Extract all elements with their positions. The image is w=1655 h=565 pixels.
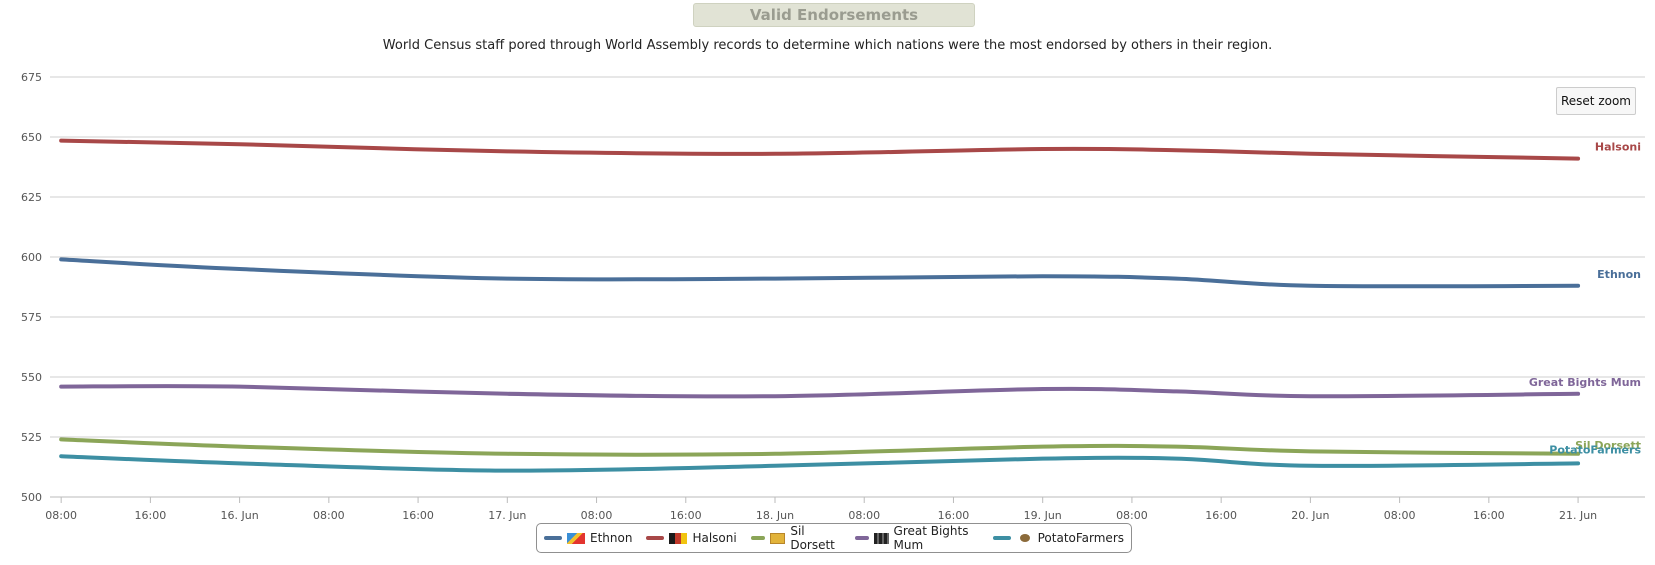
x-tick-label: 08:00 xyxy=(45,509,77,522)
flag-icon xyxy=(874,532,889,544)
legend-label: Halsoni xyxy=(692,531,737,545)
x-tick-label: 19. Jun xyxy=(1024,509,1062,522)
flag-icon xyxy=(1019,534,1030,542)
series-end-label: PotatoFarmers xyxy=(1549,443,1641,456)
legend-item-halsoni[interactable]: Halsoni xyxy=(646,531,737,545)
series-end-label: Ethnon xyxy=(1597,268,1641,281)
x-tick-label: 08:00 xyxy=(1116,509,1148,522)
series-line-ethnon[interactable] xyxy=(59,257,1581,289)
legend-label: PotatoFarmers xyxy=(1037,531,1124,545)
chart-title: Valid Endorsements xyxy=(693,3,975,27)
legend-label: Sil Dorsett xyxy=(790,524,835,552)
x-tick-label: 21. Jun xyxy=(1559,509,1597,522)
x-tick-label: 17. Jun xyxy=(488,509,526,522)
legend-item-ethnon[interactable]: Ethnon xyxy=(544,531,632,545)
flag-icon xyxy=(770,532,786,544)
legend-label: Great Bights Mum xyxy=(893,524,969,552)
x-tick-label: 16:00 xyxy=(938,509,970,522)
x-tick-label: 16:00 xyxy=(402,509,434,522)
x-tick-label: 16:00 xyxy=(1473,509,1505,522)
legend-item-sil-dorsett[interactable]: Sil Dorsett xyxy=(750,524,842,552)
series-end-label: Halsoni xyxy=(1595,141,1641,154)
series-line-halsoni[interactable] xyxy=(59,138,1581,161)
x-tick-label: 16. Jun xyxy=(221,509,259,522)
legend-line-swatch xyxy=(992,536,1011,540)
x-tick-label: 16:00 xyxy=(135,509,167,522)
legend-line-swatch xyxy=(855,536,870,540)
flag-icon xyxy=(567,532,585,544)
series-end-label: Great Bights Mum xyxy=(1529,376,1641,389)
x-tick-label: 16:00 xyxy=(1205,509,1237,522)
x-tick-label: 16:00 xyxy=(670,509,702,522)
flag-icon xyxy=(669,532,688,544)
y-tick-label: 650 xyxy=(21,131,42,144)
legend-line-swatch xyxy=(750,536,766,540)
y-tick-label: 525 xyxy=(21,431,42,444)
y-tick-label: 550 xyxy=(21,371,42,384)
x-tick-label: 18. Jun xyxy=(756,509,794,522)
series-line-sil-dorsett[interactable] xyxy=(59,437,1581,457)
series-line-potatofarmers[interactable] xyxy=(59,454,1581,473)
legend-item-great-bights-mum[interactable]: Great Bights Mum xyxy=(855,524,978,552)
y-tick-label: 675 xyxy=(21,71,42,84)
series-line-great-bights-mum[interactable] xyxy=(59,384,1581,399)
legend-item-potatofarmers[interactable]: PotatoFarmers xyxy=(992,531,1124,545)
series-end-label: Sil Dorsett xyxy=(1575,439,1641,452)
x-tick-label: 20. Jun xyxy=(1291,509,1329,522)
x-tick-label: 08:00 xyxy=(848,509,880,522)
y-tick-label: 575 xyxy=(21,311,42,324)
y-tick-label: 625 xyxy=(21,191,42,204)
legend-line-swatch xyxy=(544,536,562,540)
chart-subtitle: World Census staff pored through World A… xyxy=(382,38,1273,53)
legend-label: Ethnon xyxy=(590,531,633,545)
y-tick-label: 500 xyxy=(21,491,42,504)
y-tick-label: 600 xyxy=(21,251,42,264)
legend-line-swatch xyxy=(646,536,665,540)
x-tick-label: 08:00 xyxy=(1384,509,1416,522)
x-tick-label: 08:00 xyxy=(581,509,613,522)
x-tick-label: 08:00 xyxy=(313,509,345,522)
chart-legend: Ethnon Halsoni Sil Dorsett Great Bights Mum… xyxy=(536,523,1132,553)
reset-zoom-button[interactable]: Reset zoom xyxy=(1556,87,1636,115)
